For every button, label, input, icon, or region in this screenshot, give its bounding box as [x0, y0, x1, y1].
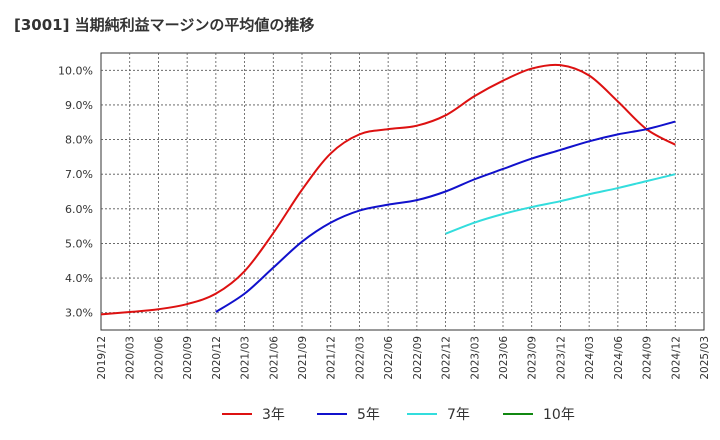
- y-axis-ticks: 3.0% 4.0% 5.0% 6.0% 7.0% 8.0% 9.0% 10.0%: [58, 64, 93, 319]
- y-tick-label: 4.0%: [65, 272, 93, 285]
- x-tick-label: 2021/09: [297, 336, 309, 380]
- x-axis-ticks: 2019/12 2020/03 2020/06 2020/09 2020/12 2021/…: [96, 336, 711, 380]
- y-tick-label: 8.0%: [65, 134, 93, 147]
- series-line: [445, 173, 676, 235]
- x-tick-label: 2023/09: [527, 336, 539, 380]
- series-line: [215, 120, 676, 313]
- x-tick-label: 2022/06: [383, 336, 395, 380]
- y-tick-label: 7.0%: [65, 168, 93, 181]
- x-tick-label: 2023/03: [469, 336, 481, 380]
- plot-area: [100, 52, 705, 331]
- legend-label: 5年: [357, 407, 380, 423]
- x-tick-label: 2020/12: [211, 336, 223, 380]
- x-tick-label: 2024/03: [584, 336, 596, 380]
- x-tick-label: 2022/03: [354, 336, 366, 380]
- x-tick-label: 2021/03: [240, 336, 252, 380]
- x-tick-label: 2020/03: [125, 336, 137, 380]
- horizontal-gridlines: [101, 69, 704, 314]
- legend-label: 3年: [262, 407, 285, 423]
- x-tick-label: 2024/09: [642, 336, 654, 380]
- y-tick-label: 3.0%: [65, 307, 93, 320]
- x-tick-label: 2023/06: [498, 336, 510, 380]
- legend-label: 7年: [447, 407, 470, 423]
- x-tick-label: 2022/12: [441, 336, 453, 380]
- legend-label: 10年: [543, 407, 575, 423]
- x-tick-label: 2023/12: [555, 336, 567, 380]
- y-tick-label: 10.0%: [58, 64, 93, 77]
- y-tick-label: 6.0%: [65, 203, 93, 216]
- x-tick-label: 2020/06: [153, 336, 165, 380]
- x-tick-label: 2021/06: [268, 336, 280, 380]
- chart-title: [3001] 当期純利益マージンの平均値の推移: [14, 16, 315, 34]
- x-tick-label: 2024/06: [613, 336, 625, 380]
- x-tick-label: 2022/09: [412, 336, 424, 380]
- y-tick-label: 9.0%: [65, 99, 93, 112]
- legend: 3年 5年 7年 10年: [222, 407, 575, 423]
- x-tick-label: 2019/12: [96, 336, 108, 380]
- series-lines: [100, 63, 676, 316]
- x-tick-label: 2021/12: [326, 336, 338, 380]
- series-line: [100, 63, 676, 316]
- x-tick-label: 2025/03: [699, 336, 711, 380]
- x-tick-label: 2024/12: [670, 336, 682, 380]
- y-tick-label: 5.0%: [65, 237, 93, 250]
- x-tick-label: 2020/09: [182, 336, 194, 380]
